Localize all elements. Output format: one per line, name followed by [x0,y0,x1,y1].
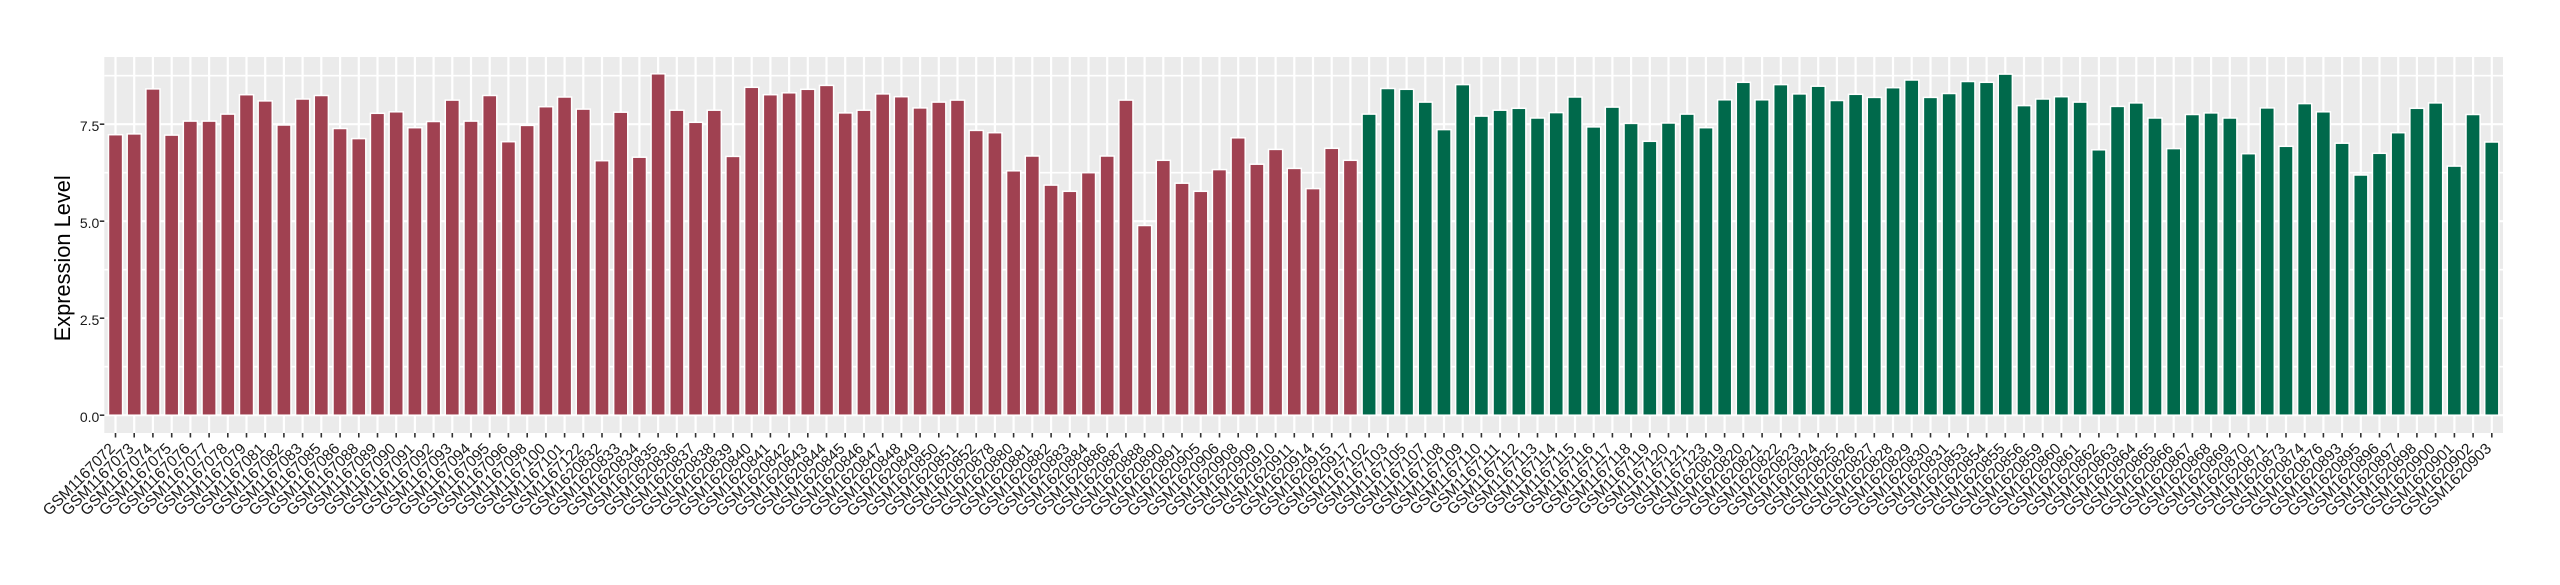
svg-text:Expression Level: Expression Level [50,175,75,341]
svg-text:7.5: 7.5 [80,118,100,134]
svg-text:0.0: 0.0 [80,409,100,425]
svg-text:2.5: 2.5 [80,312,100,328]
svg-text:5.0: 5.0 [80,215,100,231]
